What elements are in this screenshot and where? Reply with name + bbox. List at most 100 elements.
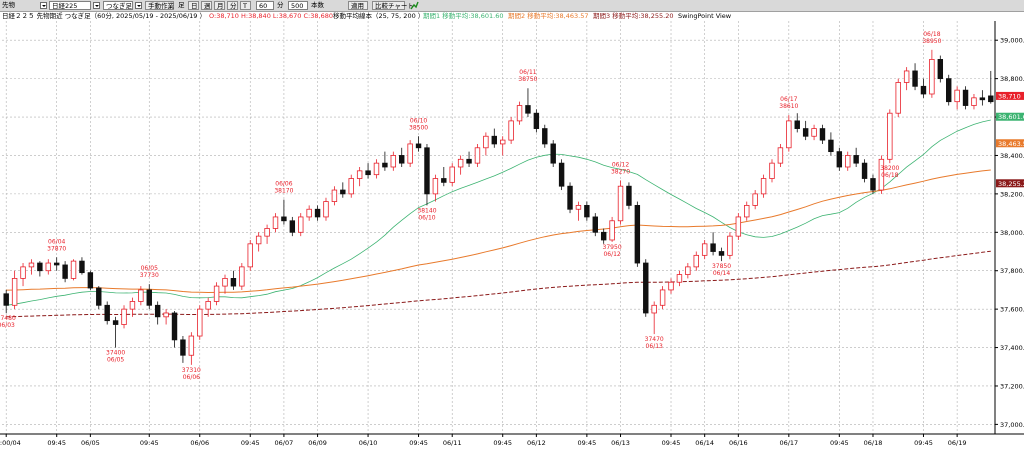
time-tick-label: 06/14: [695, 439, 714, 447]
candle-body: [508, 120, 514, 141]
candle-body: [213, 285, 220, 302]
period-button-month[interactable]: 月: [214, 1, 225, 10]
swing-point-label: 06/11: [519, 69, 536, 76]
ohlc-readout: O:38,710 H:38,840 L:38,670 C:38,680: [209, 12, 333, 20]
candle-body: [954, 89, 960, 103]
candle-body: [424, 147, 430, 195]
period-button-week[interactable]: 週: [201, 1, 212, 10]
price-tick-label: 37,600.00: [1000, 306, 1024, 314]
mode-select[interactable]: つなぎ足: [103, 1, 133, 10]
ma-short-line: [6, 119, 991, 306]
swing-point-label: 06/04: [48, 238, 65, 245]
swing-point-label: 06/06: [183, 374, 200, 381]
candle-body: [407, 143, 413, 164]
candle-body: [373, 162, 380, 176]
price-tick-label: 37,200.00: [1000, 382, 1024, 390]
candle-body: [685, 266, 691, 275]
candle-body: [11, 278, 18, 306]
time-tick-label: 09:45: [577, 439, 596, 447]
period-button-minute[interactable]: 分: [227, 1, 238, 10]
time-tick-label: 09:45: [140, 439, 159, 447]
apply-button[interactable]: 適用: [348, 1, 368, 10]
candle-body: [971, 97, 977, 106]
compare-chart-button[interactable]: 比較チャート: [372, 1, 414, 10]
candle-body: [516, 105, 523, 122]
bar-count-unit: 本数: [311, 1, 324, 9]
candle-body: [365, 170, 371, 176]
time-tick-label: 06/18: [864, 439, 883, 447]
candle-body: [441, 178, 447, 183]
candle-body: [558, 162, 565, 187]
candle-body: [180, 339, 186, 356]
candle-body: [491, 135, 498, 145]
price-axis: 37,000.00 37,200.00 37,400.00 37,600.00 37,8…: [994, 21, 1024, 434]
candle-body: [592, 216, 598, 233]
candle-body: [466, 158, 472, 164]
candle-body: [542, 128, 548, 145]
period-button-day[interactable]: 日: [188, 1, 199, 10]
candle-body: [584, 205, 590, 218]
contract-type-chevron-down-icon[interactable]: [40, 2, 47, 9]
candle-body: [668, 281, 674, 291]
edit-button[interactable]: 手動作業: [145, 1, 174, 10]
swing-point-label: 38200: [880, 165, 899, 172]
candle-body: [752, 193, 758, 206]
candle-body: [70, 260, 77, 279]
candle-body: [340, 189, 346, 195]
swing-point-label: 37480: [0, 315, 16, 322]
candle-body: [617, 185, 624, 222]
minutes-unit: 分: [277, 1, 284, 9]
price-tag-label-ma_short: 38,601.60: [998, 113, 1024, 121]
candle-body: [163, 312, 169, 318]
candle-body: [878, 158, 885, 191]
candle-body: [744, 205, 750, 218]
contract-type-select[interactable]: 先物: [2, 1, 15, 9]
time-tick-label: 06/10: [359, 439, 378, 447]
ma-mid-line: [6, 169, 991, 294]
candle-body: [920, 85, 927, 95]
candle-body: [760, 178, 767, 195]
candlestick-chart: 3748006/0306/04378703740006/0506/0537730…: [0, 21, 1024, 447]
candle-body: [314, 208, 321, 218]
candle-body: [777, 147, 784, 164]
swing-point-label: 37400: [106, 350, 125, 357]
candle-body: [643, 262, 649, 314]
candle-body: [129, 301, 136, 310]
candle-body: [281, 216, 287, 222]
candle-body: [331, 189, 338, 202]
time-tick-label: 06/07: [275, 439, 294, 447]
time-axis: 18:00/04 09:45 06/05 09:45 06/06 09:45 06/07 06…: [0, 433, 1024, 447]
candle-body: [845, 155, 851, 168]
candle-body: [836, 151, 843, 168]
chart-tool-icon[interactable]: [410, 1, 419, 10]
candle-body: [634, 205, 641, 264]
price-tag-label-ma_long: 38,255.20: [998, 180, 1024, 188]
time-tick-label: 06/16: [729, 439, 748, 447]
symbol-chevron-down-icon[interactable]: [93, 2, 100, 9]
period-button-tick[interactable]: T: [240, 1, 251, 10]
swing-point-label: 06/10: [410, 117, 427, 124]
price-tag-ma_mid: [996, 139, 1024, 148]
time-tick-label: 06/05: [81, 439, 100, 447]
candle-body: [676, 274, 683, 283]
time-tick-label: 09:45: [241, 439, 260, 447]
candle-body: [37, 262, 43, 272]
candle-body: [104, 304, 110, 322]
candle-body: [79, 260, 85, 274]
price-tick-label: 38,000.00: [1000, 229, 1024, 237]
candle-body: [399, 155, 405, 164]
chart-info-bar: 日経２２５ 先物期近 つなぎ足（60分, 2025/05/19 - 2025/0…: [0, 11, 1024, 21]
swing-point-label: 38610: [779, 103, 798, 110]
minutes-input[interactable]: 60: [256, 1, 274, 10]
price-tag-label-ma_mid: 38,463.57: [998, 140, 1024, 148]
candle-body: [230, 278, 237, 287]
moving-average-lines: [6, 119, 991, 318]
mode-chevron-down-icon[interactable]: [135, 2, 142, 9]
price-tick-label: 37,400.00: [1000, 344, 1024, 352]
price-tick-label: 39,000.00: [1000, 37, 1024, 45]
symbol-select[interactable]: 日経225: [49, 1, 91, 10]
swing-point-label: 37470: [645, 336, 664, 343]
time-tick-label: 09:45: [662, 439, 681, 447]
bar-count-input[interactable]: 500: [288, 1, 308, 10]
candle-body: [651, 304, 657, 314]
